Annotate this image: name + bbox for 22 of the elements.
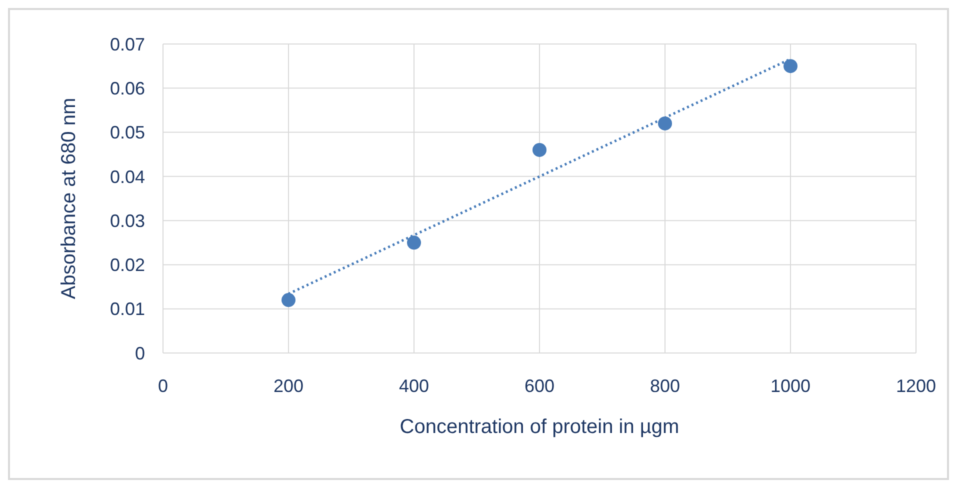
point [407, 236, 421, 250]
y-tick-label: 0.03 [110, 210, 145, 231]
point [658, 116, 672, 130]
x-tick-label: 1000 [770, 376, 811, 396]
point [784, 59, 798, 74]
point [282, 293, 296, 308]
y-tick-label: 0.02 [110, 255, 145, 276]
y-tick-label: 0 [134, 343, 145, 364]
x-axis-title: Concentration of protein in µgm [400, 416, 680, 438]
x-tick-label: 400 [398, 376, 430, 396]
y-tick-label: 0.04 [110, 166, 145, 187]
x-tick-label: 800 [650, 376, 680, 396]
x-tick-label: 200 [273, 376, 304, 396]
point [532, 142, 546, 157]
x-tick-label: 600 [524, 376, 555, 396]
x-tick-label: 1200 [896, 376, 936, 396]
y-tick-label: 0.06 [110, 78, 145, 99]
y-tick-label: 0.01 [110, 299, 145, 320]
y-tick-label: 0.05 [110, 122, 145, 143]
x-tick-label: 0 [158, 376, 168, 396]
y-tick-label: 0.07 [110, 34, 145, 54]
y-axis-title: Absorbance at 680 nm [58, 98, 80, 300]
